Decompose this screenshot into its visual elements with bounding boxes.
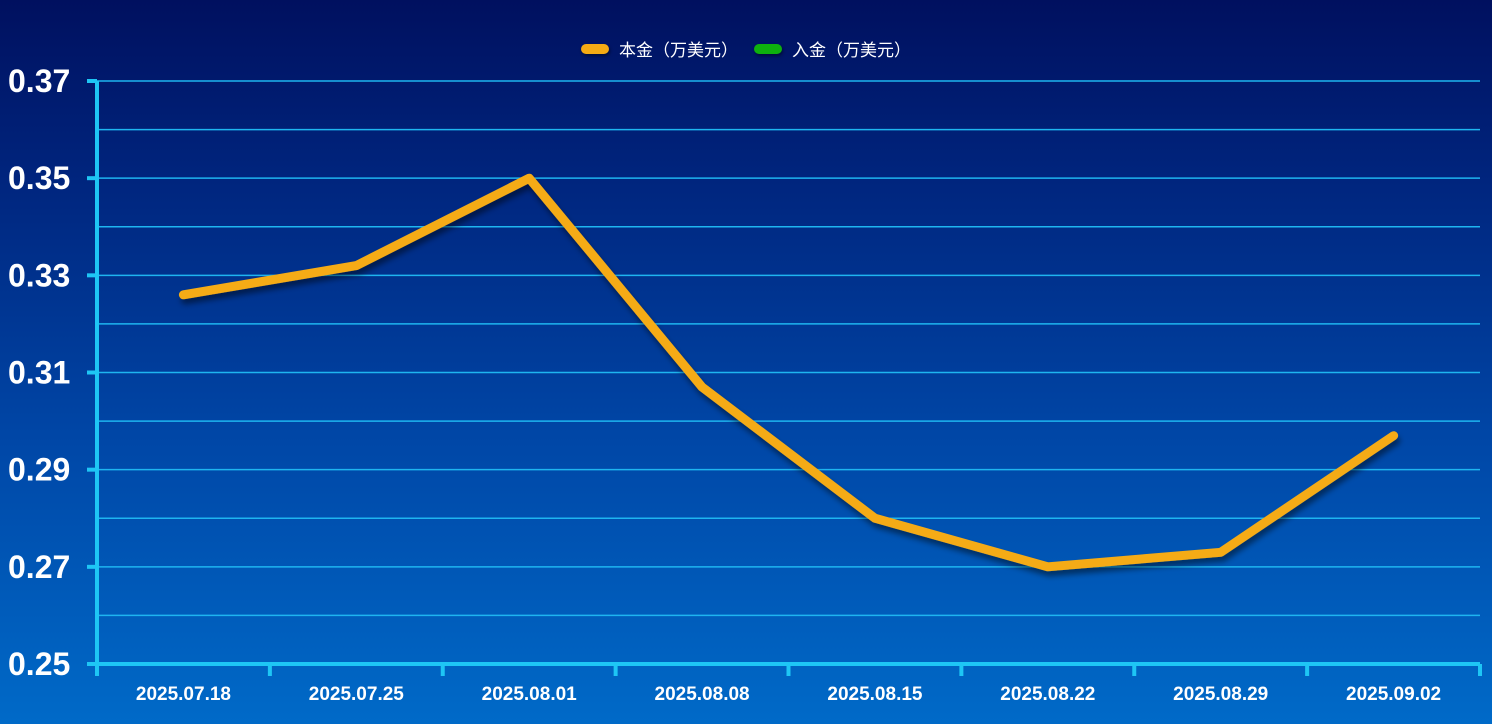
series-lines (178, 173, 1399, 572)
data-point[interactable] (1389, 431, 1398, 440)
data-point[interactable] (870, 290, 879, 299)
data-point[interactable] (1389, 290, 1398, 299)
x-tick-label: 2025.07.18 (136, 684, 231, 705)
data-point[interactable] (1216, 548, 1225, 557)
series-line-principal[interactable] (178, 173, 1399, 572)
data-point[interactable] (179, 290, 188, 299)
data-point[interactable] (698, 290, 707, 299)
x-tick-label: 2025.09.02 (1346, 684, 1441, 705)
legend-label-deposit: 入金（万美元） (792, 41, 911, 61)
x-tick-label: 2025.08.01 (482, 684, 578, 705)
data-point[interactable] (1043, 290, 1052, 299)
legend: 本金（万美元） 入金（万美元） (0, 36, 1492, 61)
y-tick-label: 0.29 (8, 452, 70, 488)
legend-item-deposit[interactable]: 入金（万美元） (754, 36, 911, 61)
y-tick-label: 0.27 (8, 549, 70, 585)
x-tick-label: 2025.08.29 (1173, 684, 1268, 705)
legend-item-principal[interactable]: 本金（万美元） (581, 36, 738, 61)
x-tick-label: 2025.07.25 (309, 684, 405, 705)
data-point[interactable] (698, 383, 707, 392)
y-tick-label: 0.33 (8, 257, 70, 293)
x-tick-label: 2025.08.15 (827, 684, 923, 705)
data-point[interactable] (1043, 562, 1052, 571)
data-point[interactable] (352, 261, 361, 270)
y-tick-label: 0.37 (8, 63, 70, 99)
y-tick-labels: 0.25 0.27 0.29 0.31 0.33 0.35 0.37 (8, 63, 70, 682)
y-tick-label: 0.35 (8, 160, 70, 196)
y-tick-label: 0.31 (8, 355, 70, 391)
data-point[interactable] (1216, 290, 1225, 299)
x-tick-labels: 2025.07.18 2025.07.25 2025.08.01 2025.08.08… (136, 684, 1441, 705)
legend-swatch-deposit (754, 43, 782, 54)
x-tick-label: 2025.08.08 (655, 684, 750, 705)
legend-label-principal: 本金（万美元） (619, 41, 738, 61)
x-tick-label: 2025.08.22 (1000, 684, 1095, 705)
y-tick-label: 0.25 (8, 646, 70, 682)
data-point[interactable] (352, 290, 361, 299)
legend-swatch-principal (581, 43, 609, 54)
axes (87, 79, 1482, 676)
data-point[interactable] (870, 514, 879, 523)
data-point[interactable] (525, 290, 534, 299)
grid-lines (97, 80, 1480, 617)
data-point[interactable] (525, 174, 534, 183)
